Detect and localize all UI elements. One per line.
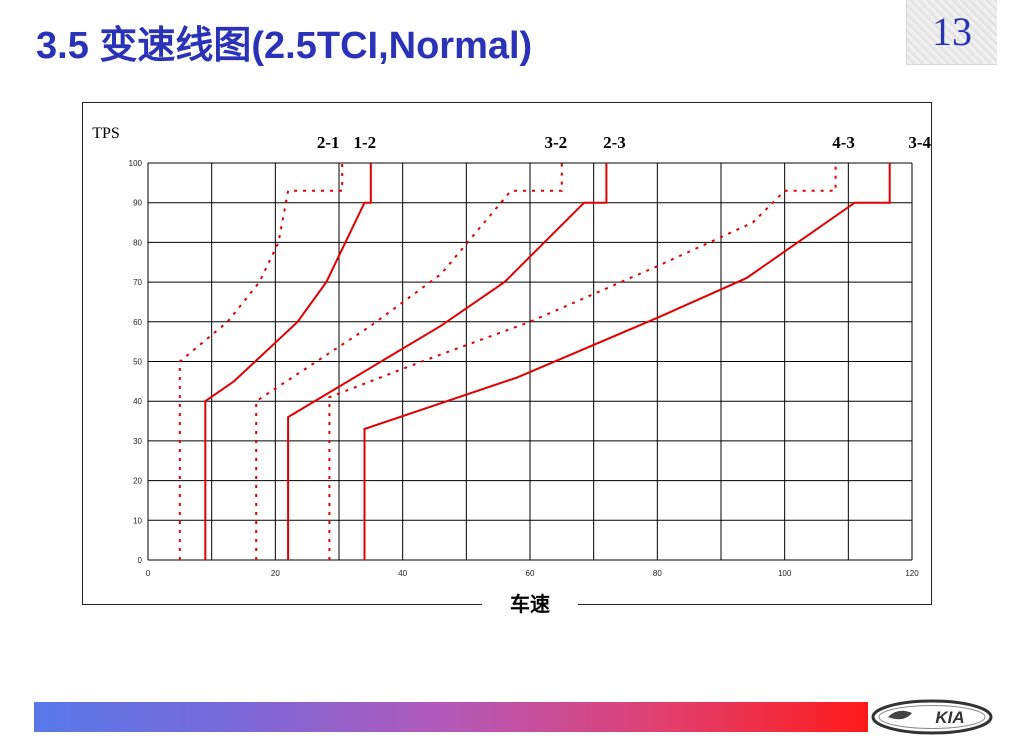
- x-tick-label: 100: [778, 569, 792, 578]
- series-line-3-4: [363, 163, 891, 560]
- page-badge: 13: [906, 0, 997, 65]
- y-tick-label: 80: [133, 238, 142, 247]
- svg-text:KIA: KIA: [935, 708, 964, 727]
- kia-logo: KIA: [871, 699, 993, 735]
- y-tick-label: 70: [133, 278, 142, 287]
- slide-title: 3.5 变速线图(2.5TCI,Normal): [36, 25, 533, 67]
- series-label-1-2: 1-2: [353, 133, 376, 152]
- series-label-4-3: 4-3: [832, 133, 855, 152]
- y-tick-label: 60: [133, 318, 142, 327]
- x-tick-label: 80: [653, 569, 662, 578]
- x-tick-label: 40: [398, 569, 407, 578]
- series-label-2-1: 2-1: [317, 133, 340, 152]
- x-axis-title: 车速: [482, 590, 578, 620]
- series-line-1-2: [204, 163, 372, 560]
- page-number: 13: [932, 9, 972, 54]
- series-label-3-4: 3-4: [908, 133, 931, 152]
- y-tick-label: 50: [133, 358, 142, 367]
- y-axis-title: TPS: [92, 125, 120, 142]
- footer-gradient-bar: [34, 702, 868, 732]
- series-line-2-3: [287, 163, 608, 560]
- y-tick-label: 100: [129, 159, 143, 168]
- x-tick-label: 0: [146, 569, 151, 578]
- series-line-3-2: [255, 163, 563, 560]
- y-tick-label: 0: [138, 556, 143, 565]
- y-tick-label: 30: [133, 437, 142, 446]
- series-line-2-1: [178, 163, 344, 560]
- x-tick-label: 120: [905, 569, 919, 578]
- y-tick-label: 90: [133, 199, 142, 208]
- y-tick-label: 10: [133, 516, 142, 525]
- y-tick-label: 20: [133, 477, 142, 486]
- y-tick-label: 40: [133, 397, 142, 406]
- series-label-2-3: 2-3: [603, 133, 626, 152]
- x-tick-label: 20: [271, 569, 280, 578]
- x-tick-label: 60: [526, 569, 535, 578]
- series-label-3-2: 3-2: [544, 133, 567, 152]
